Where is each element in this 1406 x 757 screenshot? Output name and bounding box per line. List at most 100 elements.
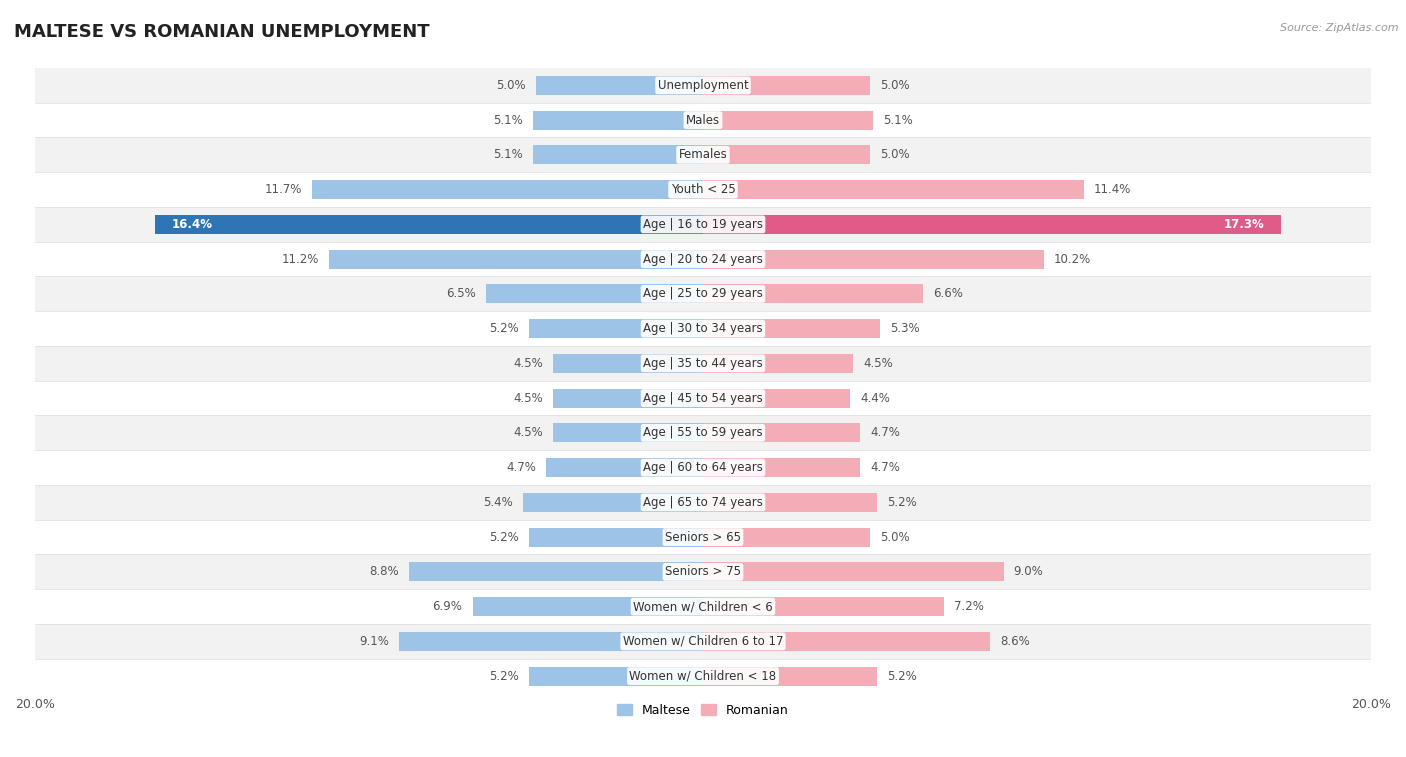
Bar — [35, 554, 1371, 589]
Bar — [35, 520, 1371, 554]
Text: Source: ZipAtlas.com: Source: ZipAtlas.com — [1281, 23, 1399, 33]
Bar — [35, 173, 1371, 207]
Text: 17.3%: 17.3% — [1223, 218, 1264, 231]
Text: 8.6%: 8.6% — [1000, 635, 1031, 648]
Bar — [35, 103, 1371, 138]
Bar — [155, 215, 703, 234]
Bar — [703, 145, 870, 164]
Text: 4.5%: 4.5% — [513, 357, 543, 370]
Bar — [523, 493, 703, 512]
Text: 6.9%: 6.9% — [433, 600, 463, 613]
Bar — [703, 493, 877, 512]
Bar — [35, 138, 1371, 173]
Bar — [529, 667, 703, 686]
Text: Age | 45 to 54 years: Age | 45 to 54 years — [643, 391, 763, 404]
Bar — [35, 416, 1371, 450]
Bar — [486, 285, 703, 304]
Bar — [35, 241, 1371, 276]
Bar — [35, 276, 1371, 311]
Text: 5.0%: 5.0% — [496, 79, 526, 92]
Bar — [703, 354, 853, 373]
Text: 11.4%: 11.4% — [1094, 183, 1132, 196]
Text: 5.1%: 5.1% — [883, 114, 912, 126]
Text: Age | 60 to 64 years: Age | 60 to 64 years — [643, 461, 763, 474]
Text: 4.5%: 4.5% — [513, 426, 543, 439]
Text: 5.2%: 5.2% — [887, 496, 917, 509]
Bar — [703, 458, 860, 477]
Text: Seniors > 65: Seniors > 65 — [665, 531, 741, 544]
Text: Age | 25 to 29 years: Age | 25 to 29 years — [643, 288, 763, 301]
Bar — [409, 562, 703, 581]
Bar — [35, 311, 1371, 346]
Text: 6.6%: 6.6% — [934, 288, 963, 301]
Text: 4.4%: 4.4% — [860, 391, 890, 404]
Bar — [703, 76, 870, 95]
Text: Youth < 25: Youth < 25 — [671, 183, 735, 196]
Bar — [35, 589, 1371, 624]
Text: Age | 20 to 24 years: Age | 20 to 24 years — [643, 253, 763, 266]
Bar — [703, 250, 1043, 269]
Text: Females: Females — [679, 148, 727, 161]
Bar — [703, 423, 860, 442]
Bar — [553, 388, 703, 408]
Bar — [703, 180, 1084, 199]
Bar — [399, 632, 703, 651]
Bar — [35, 624, 1371, 659]
Bar — [703, 632, 990, 651]
Bar — [312, 180, 703, 199]
Bar — [703, 285, 924, 304]
Text: Unemployment: Unemployment — [658, 79, 748, 92]
Text: Males: Males — [686, 114, 720, 126]
Bar — [703, 528, 870, 547]
Text: 10.2%: 10.2% — [1053, 253, 1091, 266]
Bar — [703, 111, 873, 129]
Text: 5.2%: 5.2% — [489, 531, 519, 544]
Text: Age | 65 to 74 years: Age | 65 to 74 years — [643, 496, 763, 509]
Text: 5.4%: 5.4% — [482, 496, 513, 509]
Bar — [703, 667, 877, 686]
Text: 5.2%: 5.2% — [489, 670, 519, 683]
Text: 11.2%: 11.2% — [281, 253, 319, 266]
Text: Age | 55 to 59 years: Age | 55 to 59 years — [643, 426, 763, 439]
Bar — [703, 215, 1281, 234]
Text: 4.5%: 4.5% — [863, 357, 893, 370]
Bar — [703, 562, 1004, 581]
Text: 5.0%: 5.0% — [880, 148, 910, 161]
Bar — [703, 597, 943, 616]
Text: 4.7%: 4.7% — [870, 426, 900, 439]
Text: Women w/ Children < 6: Women w/ Children < 6 — [633, 600, 773, 613]
Bar — [35, 207, 1371, 241]
Bar — [35, 68, 1371, 103]
Text: MALTESE VS ROMANIAN UNEMPLOYMENT: MALTESE VS ROMANIAN UNEMPLOYMENT — [14, 23, 430, 41]
Bar — [533, 111, 703, 129]
Text: Age | 35 to 44 years: Age | 35 to 44 years — [643, 357, 763, 370]
Text: Women w/ Children 6 to 17: Women w/ Children 6 to 17 — [623, 635, 783, 648]
Text: Age | 30 to 34 years: Age | 30 to 34 years — [643, 322, 763, 335]
Bar — [529, 319, 703, 338]
Bar — [35, 381, 1371, 416]
Text: Women w/ Children < 18: Women w/ Children < 18 — [630, 670, 776, 683]
Bar — [703, 388, 851, 408]
Text: 4.7%: 4.7% — [506, 461, 536, 474]
Text: 4.7%: 4.7% — [870, 461, 900, 474]
Text: 11.7%: 11.7% — [264, 183, 302, 196]
Text: 9.1%: 9.1% — [359, 635, 389, 648]
Text: 5.2%: 5.2% — [887, 670, 917, 683]
Bar — [703, 319, 880, 338]
Bar — [536, 76, 703, 95]
Text: 5.1%: 5.1% — [494, 148, 523, 161]
Bar — [329, 250, 703, 269]
Legend: Maltese, Romanian: Maltese, Romanian — [612, 699, 794, 721]
Bar — [35, 659, 1371, 693]
Bar — [35, 485, 1371, 520]
Text: 5.0%: 5.0% — [880, 531, 910, 544]
Text: Seniors > 75: Seniors > 75 — [665, 565, 741, 578]
Text: 5.3%: 5.3% — [890, 322, 920, 335]
Text: 5.0%: 5.0% — [880, 79, 910, 92]
Bar — [35, 450, 1371, 485]
Text: 9.0%: 9.0% — [1014, 565, 1043, 578]
Text: 5.2%: 5.2% — [489, 322, 519, 335]
Text: 4.5%: 4.5% — [513, 391, 543, 404]
Text: 8.8%: 8.8% — [370, 565, 399, 578]
Bar — [529, 528, 703, 547]
